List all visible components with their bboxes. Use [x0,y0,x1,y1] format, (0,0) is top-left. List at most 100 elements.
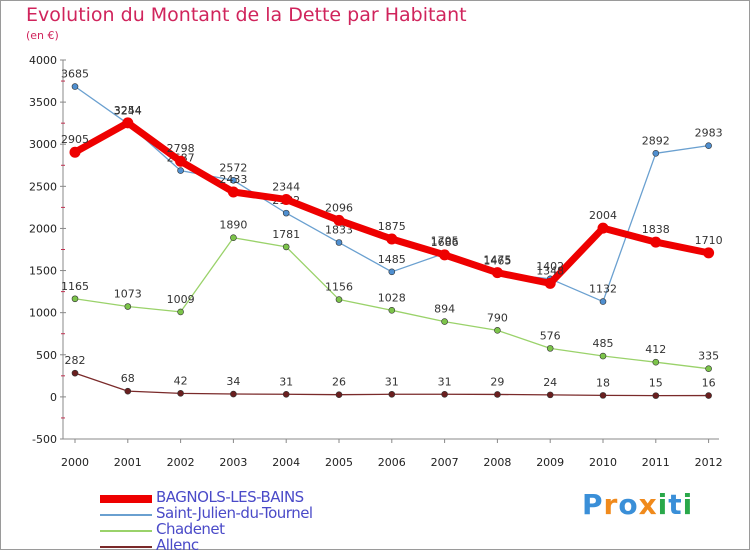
data-point [69,146,81,158]
legend-label: BAGNOLS-LES-BAINS [156,488,304,506]
data-point [652,358,660,366]
x-tick-label: 2010 [589,456,617,469]
data-label: 1028 [378,291,406,304]
data-label: 26 [332,376,346,389]
x-tick-label: 2012 [695,456,723,469]
data-label: 1475 [483,254,511,267]
y-tick-label: 0 [50,391,57,404]
data-point [546,345,554,352]
data-point [652,150,660,157]
data-label: 1465 [483,255,511,268]
data-label: 790 [487,311,508,324]
data-point [597,222,609,234]
data-point [599,298,607,305]
data-label: 3244 [114,105,142,118]
x-tick-label: 2011 [642,456,670,469]
data-label: 2572 [219,161,247,174]
data-point [230,390,237,398]
data-label: 1156 [325,281,353,294]
y-tick-label: 1500 [29,265,57,278]
data-label: 1875 [378,220,406,233]
x-tick-label: 2007 [431,456,459,469]
data-label: 1348 [536,264,564,277]
data-point [335,296,343,303]
data-point [652,392,660,399]
data-label: 42 [174,374,188,387]
logo-letter: o [618,488,639,521]
chart-subtitle: (en €) [26,29,59,42]
logo-letter: r [603,488,619,521]
data-point [177,167,184,174]
data-label: 68 [121,372,135,385]
y-tick-label: 4000 [29,54,57,67]
data-point [335,391,343,398]
data-point [491,267,503,279]
data-point [282,243,290,251]
data-point [705,392,712,399]
data-point [599,352,607,360]
data-point [124,387,132,395]
data-point [230,176,237,184]
data-label: 16 [702,377,716,390]
chart-title: Evolution du Montant de la Dette par Hab… [26,4,467,26]
logo-letter: i [682,488,694,521]
data-label: 31 [385,375,399,388]
legend-swatch [100,530,152,532]
data-point [282,209,290,217]
logo-letter: t [668,488,683,521]
x-tick-label: 2002 [167,456,195,469]
legend-swatch [100,546,152,548]
data-label: 2433 [219,173,247,186]
data-label: 31 [438,375,452,388]
data-point [494,327,501,334]
data-label: 18 [596,376,610,389]
y-tick-label: 2000 [29,222,57,235]
data-point [124,303,132,310]
x-tick-label: 2004 [272,456,300,469]
data-point [441,318,448,325]
data-label: 2983 [695,127,723,140]
data-point [388,390,396,398]
data-label: 3254 [114,104,142,117]
data-label: 1485 [378,253,406,266]
y-tick-label: 500 [36,349,57,362]
data-label: 2798 [167,142,195,155]
y-tick-label: 3000 [29,138,57,151]
data-point [333,214,345,226]
data-point [599,392,607,399]
data-label: 1890 [219,219,247,232]
data-label: 3685 [61,68,89,81]
data-label: 335 [698,350,719,363]
x-tick-label: 2006 [378,456,406,469]
legend-label: Saint-Julien-du-Tournel [156,504,313,522]
data-point [71,295,79,303]
data-label: 1073 [114,288,142,301]
data-label: 1833 [325,224,353,237]
data-label: 2004 [589,209,617,222]
data-point [335,239,343,246]
data-point [282,390,290,398]
data-label: 1165 [61,280,89,293]
data-point [386,233,398,245]
data-label: 34 [226,375,240,388]
data-point [230,234,237,242]
x-tick-label: 2003 [219,456,247,469]
data-point [175,155,187,167]
data-label: 1686 [431,236,459,249]
data-label: 29 [490,375,504,388]
data-label: 2344 [272,180,300,193]
data-point [71,369,79,377]
data-label: 31 [279,375,293,388]
legend-swatch [100,514,152,516]
data-label: 485 [593,337,614,350]
y-tick-label: 3500 [29,96,57,109]
data-point [441,390,448,398]
data-point [177,390,184,397]
data-point [546,391,554,399]
data-point [122,117,134,129]
data-label: 15 [649,377,663,390]
x-tick-label: 2001 [114,456,142,469]
x-tick-label: 2000 [61,456,89,469]
